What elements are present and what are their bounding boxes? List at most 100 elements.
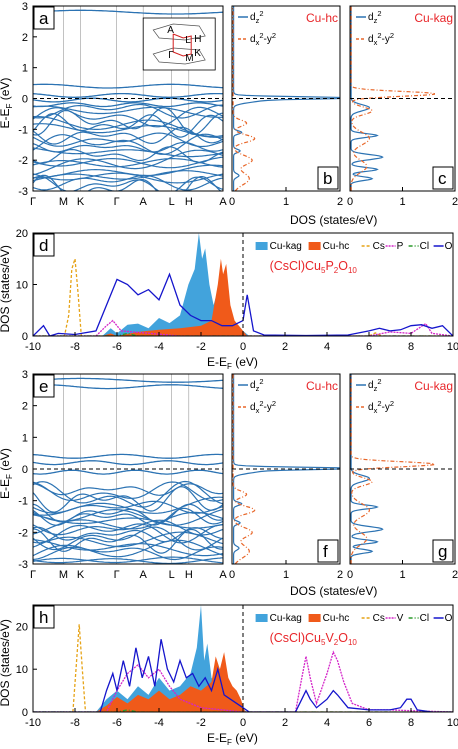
y-tick-label: 3 <box>22 1 28 13</box>
flat-band-line <box>33 460 223 466</box>
band-line <box>33 107 223 136</box>
legend-label-dz2: dz2 <box>250 377 263 393</box>
x-tick-label: 0 <box>347 196 353 208</box>
kpoint-label: H <box>185 196 193 208</box>
band-line <box>33 132 223 148</box>
brillouin-zone-inset: AL H Γ M K <box>142 17 216 71</box>
x-tick-label: 8 <box>408 341 414 353</box>
band-line <box>33 149 223 176</box>
orbital-dos-panel-f: 0 1 2 dz2 dx2-y2 Cu-hc f <box>229 373 343 581</box>
y-axis-label: DOS (states/eV) <box>0 619 12 706</box>
x-tick-label: 1 <box>283 569 289 581</box>
panel-letter: h <box>39 608 48 627</box>
kpoint-label: L <box>169 569 175 581</box>
band-line <box>33 481 223 502</box>
legend-label-dz2: dz2 <box>250 9 263 25</box>
orbital-dos-curves <box>232 374 340 564</box>
x-tick-label: 1 <box>399 196 405 208</box>
band-line <box>33 486 223 513</box>
y-tick-label: -2 <box>18 527 28 539</box>
x-tick-label: 0 <box>229 196 235 208</box>
legend-swatch <box>255 242 268 250</box>
band-line <box>33 528 223 554</box>
x-tick-label: -8 <box>70 341 80 353</box>
band-line <box>33 496 223 516</box>
band-line <box>33 115 223 137</box>
band-line <box>33 526 223 551</box>
band-line <box>33 546 223 561</box>
band-line <box>33 170 223 182</box>
orbital-dos-x-label-top: DOS (states/eV) <box>290 213 377 227</box>
dos-panel-d: 0 10 20 -10 -8 -6 -4 -2 0 2 4 6 8 10 E-EF (eV) DOS (sta… <box>0 228 458 371</box>
kpoint-label: A <box>140 196 148 208</box>
panel-letter-box <box>33 6 55 30</box>
band-lines <box>33 9 223 191</box>
flat-band-line <box>33 384 223 390</box>
flat-band-line <box>33 97 223 103</box>
band-line <box>33 508 223 526</box>
dos-panel-h: 0 10 20 -10 -8 -6 -4 -2 0 2 4 6 8 10 E-EF (eV) DOS (sta… <box>0 604 458 747</box>
x-tick-label: -6 <box>112 341 122 353</box>
panel-letter-box <box>33 374 55 398</box>
band-line <box>33 507 223 526</box>
legend-label: P <box>397 241 404 252</box>
kpoint-label: Γ <box>30 196 36 208</box>
panel-letter-box <box>317 539 339 563</box>
dos-line-v <box>33 650 453 712</box>
compound-formula: (CsCl)Cu5P2O10 <box>270 259 358 275</box>
y-tick-label: 0 <box>22 464 28 476</box>
x-tick-label: 6 <box>366 341 372 353</box>
kpoint-label: K <box>77 569 85 581</box>
band-structure-panel-e: -3 -2 -1 0 1 2 3 Γ M K Γ A L H A E-EF (eV) e <box>0 369 227 581</box>
dos-line-cs <box>33 624 453 712</box>
panel-letter-box <box>432 166 454 190</box>
legend-swatch <box>308 614 321 622</box>
x-tick-label: -2 <box>196 717 206 729</box>
legend-label: Cu-kag <box>270 613 302 624</box>
y-tick-label: -2 <box>18 155 28 167</box>
y-tick-label: -3 <box>18 186 28 198</box>
y-tick-label: 10 <box>16 664 28 676</box>
kpoint-label: A <box>219 569 227 581</box>
kpoint-label: Γ <box>30 569 36 581</box>
y-tick-label: 20 <box>16 228 28 240</box>
site-label: Cu-kag <box>414 11 453 25</box>
y-tick-label: 1 <box>22 63 28 75</box>
legend-swatch <box>308 242 321 250</box>
y-tick-label: 20 <box>16 621 28 633</box>
panel-letter: b <box>323 169 332 188</box>
legend-label: Cu-hc <box>323 613 350 624</box>
y-tick-label: -1 <box>18 124 28 136</box>
x-tick-label: -10 <box>25 341 41 353</box>
legend-label: Cs <box>373 241 385 252</box>
kpoint-label: M <box>59 196 68 208</box>
x-tick-label: 10 <box>447 717 458 729</box>
orbital-dos-panel-b: 0 1 2 dz2 dx2-y2 Cu-hc b <box>229 5 343 208</box>
bz-path <box>172 33 192 57</box>
x-tick-label: 4 <box>324 341 330 353</box>
panel-letter: g <box>438 542 447 561</box>
kpoint-label: M <box>59 569 68 581</box>
y-axis-label: E-EF (eV) <box>0 448 14 499</box>
legend-label: Cl <box>420 613 429 624</box>
x-tick-label: -4 <box>154 717 164 729</box>
dos-line-cs <box>33 258 453 336</box>
bz-label: M <box>185 53 193 64</box>
x-tick-label: 2 <box>452 569 458 581</box>
dz2-curve <box>233 6 340 191</box>
dos-line-o <box>33 272 453 336</box>
legend-label: Cu-hc <box>323 241 350 252</box>
x-tick-label: -2 <box>196 341 206 353</box>
legend-label: O <box>445 241 453 252</box>
legend-label-dz2: dz2 <box>368 9 381 25</box>
band-line <box>33 523 223 544</box>
site-label: Cu-hc <box>306 379 338 393</box>
legend-label-dz2: dz2 <box>368 377 381 393</box>
x-tick-label: 0 <box>229 569 235 581</box>
flat-band-line <box>33 453 223 459</box>
flat-band-line <box>33 469 223 475</box>
band-line <box>33 158 223 168</box>
legend-label: Cs <box>373 613 385 624</box>
legend-label-dx2y2: dx2-y2 <box>250 31 276 47</box>
y-tick-label: 1 <box>22 432 28 444</box>
